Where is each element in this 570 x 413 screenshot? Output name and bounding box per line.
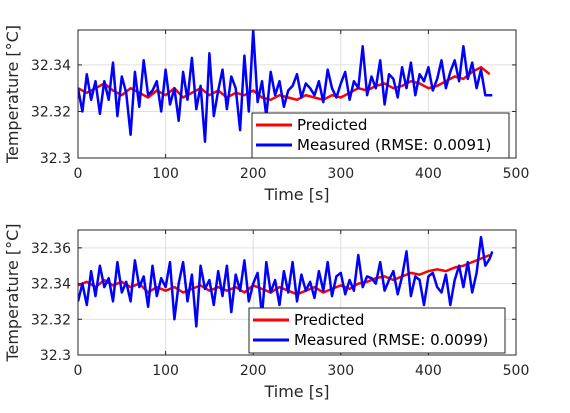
y-tick-label: 32.36 xyxy=(31,241,71,257)
y-tick-label: 32.34 xyxy=(31,277,71,293)
legend-label-measured: Measured (RMSE: 0.0091) xyxy=(297,136,491,154)
legend-label-predicted: Predicted xyxy=(297,116,367,134)
legend-label-measured: Measured (RMSE: 0.0099) xyxy=(294,331,488,349)
series-line-measured xyxy=(78,30,493,143)
y-tick-label: 32.3 xyxy=(40,151,71,167)
x-tick-label: 500 xyxy=(503,166,530,182)
x-tick-label: 0 xyxy=(74,166,83,182)
x-tick-label: 200 xyxy=(240,166,267,182)
axes-box xyxy=(77,229,517,356)
x-tick-label: 200 xyxy=(240,363,267,379)
legend-box xyxy=(251,112,510,159)
chart-2: 0 100 200 300 400 500 32.3 32.32 32.34 32.36 Time … xyxy=(3,223,529,401)
legend-box xyxy=(248,307,506,354)
legend: Predicted Measured (RMSE: 0.0099) xyxy=(248,307,506,354)
series-line-measured xyxy=(78,235,494,328)
y-tick-label: 32.3 xyxy=(40,348,71,364)
series-line-predicted xyxy=(78,65,491,102)
y-tick-label: 32.32 xyxy=(31,312,71,328)
chart-1: 0 100 200 300 400 500 32.3 32.32 32.34 Time [s] Te… xyxy=(3,25,529,204)
x-tick-label: 300 xyxy=(327,166,354,182)
x-tick-label: 0 xyxy=(74,363,83,379)
legend: Predicted Measured (RMSE: 0.0091) xyxy=(251,112,510,159)
x-tick-label: 500 xyxy=(503,363,530,379)
y-axis-label: Temperature [°C] xyxy=(3,25,22,164)
y-tick-label: 32.32 xyxy=(31,104,71,120)
x-axis-label: Time [s] xyxy=(263,185,329,204)
x-tick-label: 100 xyxy=(152,166,179,182)
x-tick-label: 300 xyxy=(327,363,354,379)
legend-label-predicted: Predicted xyxy=(294,311,364,329)
y-tick-label: 32.34 xyxy=(31,58,71,74)
x-tick-label: 100 xyxy=(152,363,179,379)
x-axis-label: Time [s] xyxy=(263,382,329,401)
x-tick-label: 400 xyxy=(415,166,442,182)
x-tick-label: 400 xyxy=(415,363,442,379)
y-axis-label: Temperature [°C] xyxy=(3,223,22,362)
